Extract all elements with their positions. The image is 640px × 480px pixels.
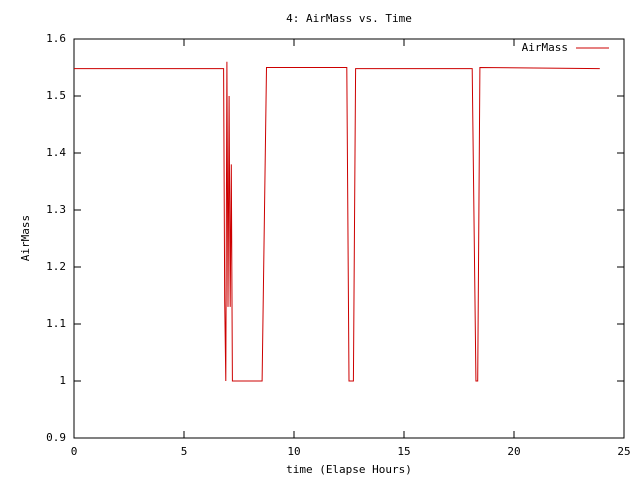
x-tick-label: 5 xyxy=(181,445,188,458)
y-tick-label: 1.6 xyxy=(46,32,66,45)
x-tick-label: 25 xyxy=(617,445,630,458)
y-tick-label: 1.3 xyxy=(46,203,66,216)
plot-border xyxy=(73,38,625,439)
y-tick-label: 1.4 xyxy=(46,146,66,159)
x-tick-label: 10 xyxy=(287,445,300,458)
y-tick-label: 1.2 xyxy=(46,260,66,273)
y-tick-label: 1.1 xyxy=(46,317,66,330)
x-tick-label: 15 xyxy=(397,445,410,458)
x-axis-label: time (Elapse Hours) xyxy=(286,463,412,476)
y-tick-label: 1 xyxy=(59,374,66,387)
chart-title: 4: AirMass vs. Time xyxy=(286,12,412,25)
y-tick-label: 0.9 xyxy=(46,431,66,444)
legend-label: AirMass xyxy=(522,41,568,54)
x-tick-label: 0 xyxy=(71,445,78,458)
data-line xyxy=(74,61,600,382)
y-axis-label: AirMass xyxy=(19,215,32,261)
y-tick-label: 1.5 xyxy=(46,89,66,102)
x-tick-label: 20 xyxy=(507,445,520,458)
